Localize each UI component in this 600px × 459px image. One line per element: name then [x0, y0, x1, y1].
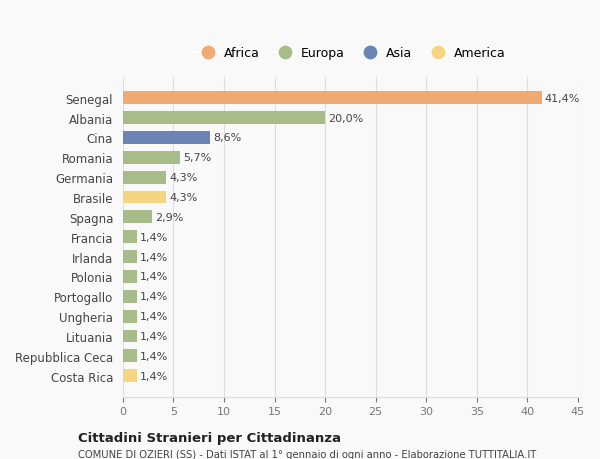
Bar	[123, 290, 137, 303]
Text: COMUNE DI OZIERI (SS) - Dati ISTAT al 1° gennaio di ogni anno - Elaborazione TUT: COMUNE DI OZIERI (SS) - Dati ISTAT al 1°…	[78, 449, 536, 459]
Bar	[123, 112, 325, 125]
Text: 4,3%: 4,3%	[169, 193, 197, 202]
Bar	[123, 270, 137, 283]
Bar	[123, 191, 166, 204]
Bar	[123, 132, 210, 145]
Text: 1,4%: 1,4%	[140, 351, 168, 361]
Bar	[123, 231, 137, 244]
Text: 1,4%: 1,4%	[140, 371, 168, 381]
Text: Cittadini Stranieri per Cittadinanza: Cittadini Stranieri per Cittadinanza	[78, 431, 341, 444]
Text: 1,4%: 1,4%	[140, 252, 168, 262]
Bar	[123, 92, 542, 105]
Text: 5,7%: 5,7%	[184, 153, 212, 163]
Text: 2,9%: 2,9%	[155, 213, 184, 223]
Text: 1,4%: 1,4%	[140, 291, 168, 302]
Text: 1,4%: 1,4%	[140, 272, 168, 282]
Bar	[123, 369, 137, 382]
Bar	[123, 151, 181, 164]
Bar	[123, 330, 137, 343]
Text: 1,4%: 1,4%	[140, 232, 168, 242]
Bar	[123, 350, 137, 363]
Text: 1,4%: 1,4%	[140, 312, 168, 321]
Bar	[123, 171, 166, 184]
Text: 41,4%: 41,4%	[545, 94, 580, 104]
Text: 1,4%: 1,4%	[140, 331, 168, 341]
Bar	[123, 211, 152, 224]
Text: 8,6%: 8,6%	[213, 133, 241, 143]
Bar	[123, 310, 137, 323]
Text: 20,0%: 20,0%	[328, 113, 364, 123]
Text: 4,3%: 4,3%	[169, 173, 197, 183]
Legend: Africa, Europa, Asia, America: Africa, Europa, Asia, America	[190, 42, 511, 65]
Bar	[123, 251, 137, 263]
